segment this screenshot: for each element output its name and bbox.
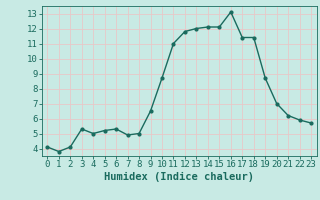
- X-axis label: Humidex (Indice chaleur): Humidex (Indice chaleur): [104, 172, 254, 182]
